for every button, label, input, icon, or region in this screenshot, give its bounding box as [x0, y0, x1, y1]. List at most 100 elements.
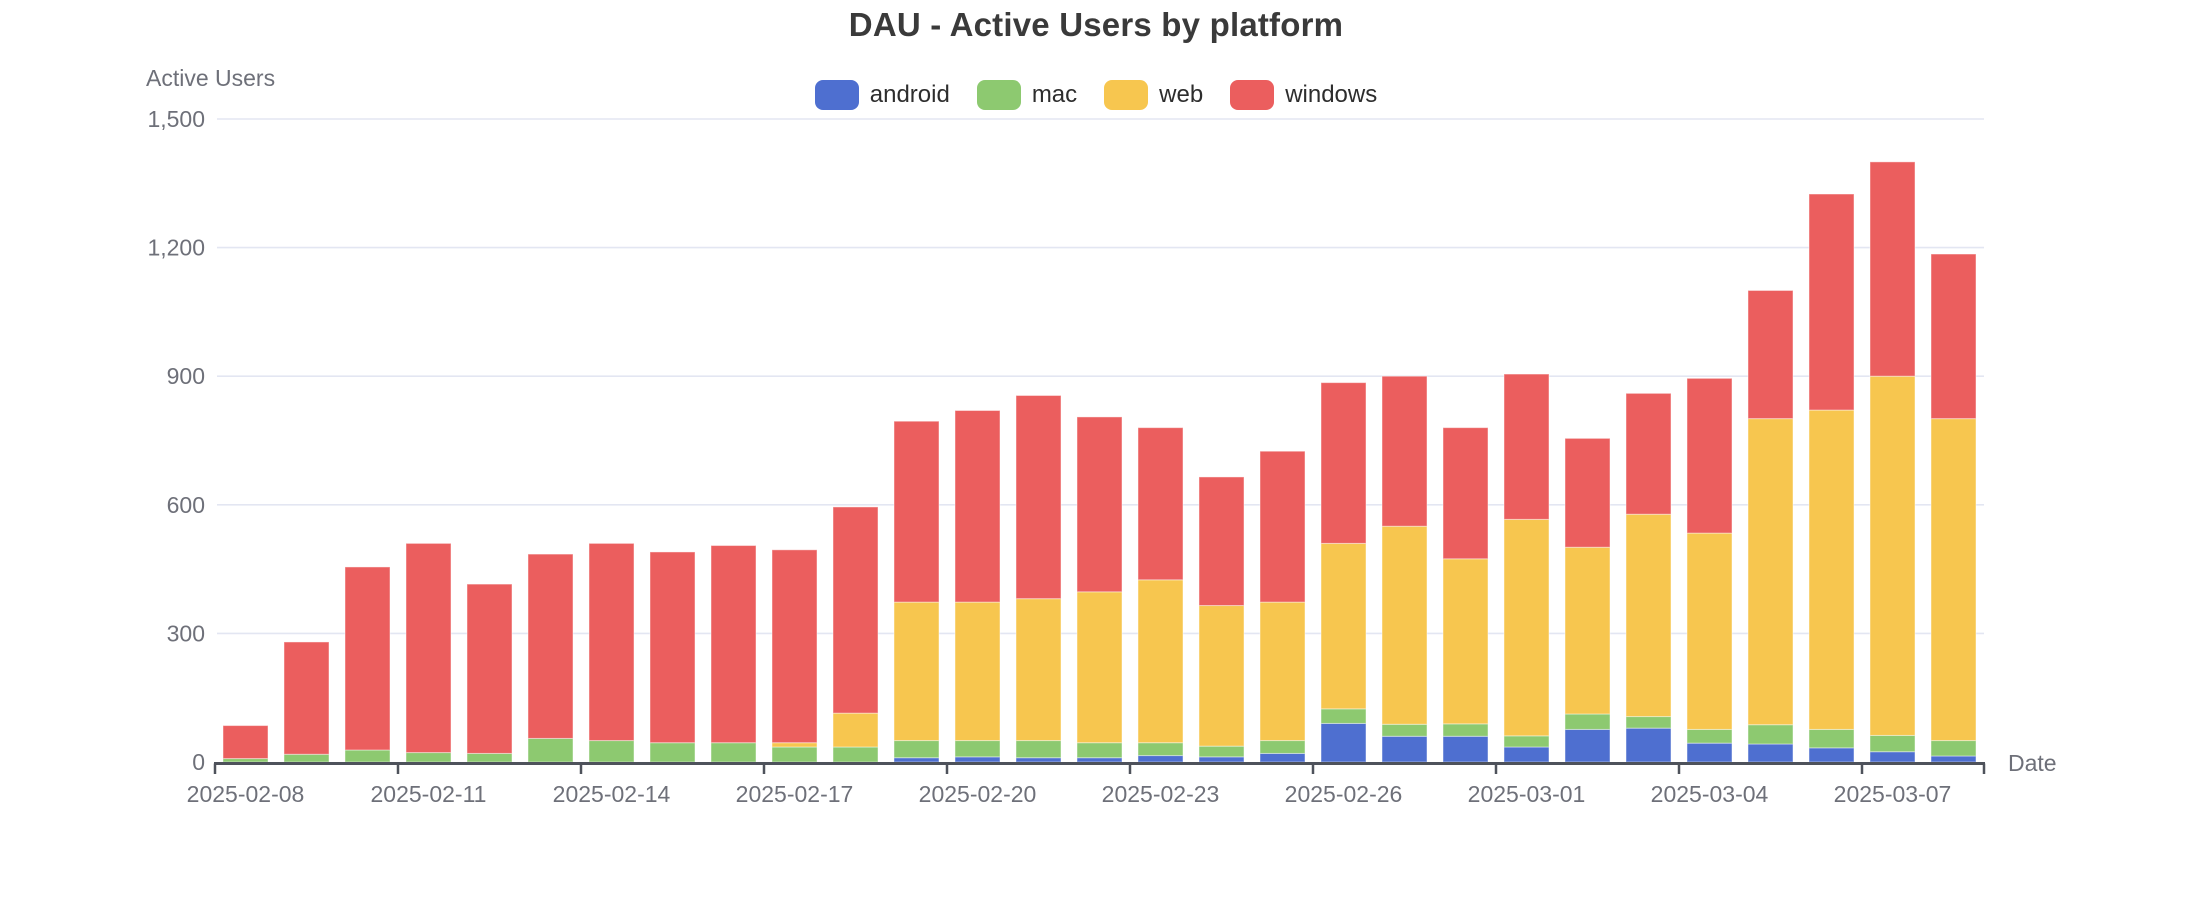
bar-segment-android-2025-03-04 [1686, 742, 1733, 763]
x-tick-label-2025-03-04: 2025-03-04 [1651, 781, 1769, 807]
bar-segment-windows-2025-02-08 [222, 725, 269, 760]
bar-segment-web-2025-02-17 [771, 742, 818, 748]
legend-swatch-mac [976, 80, 1021, 110]
bar-segment-windows-2025-02-10 [344, 566, 391, 751]
x-tick-label-2025-02-14: 2025-02-14 [553, 781, 671, 807]
bar-segment-mac-2025-03-06 [1808, 728, 1855, 749]
bar-segment-mac-2025-03-08 [1930, 740, 1977, 757]
x-axis-title: Date [2008, 750, 2057, 776]
bar-segment-android-2025-02-23 [1137, 755, 1184, 763]
bar-segment-mac-2025-02-20 [954, 740, 1001, 758]
bar-segment-android-2025-03-03 [1625, 727, 1672, 763]
bar-segment-mac-2025-02-27 [1381, 723, 1428, 737]
bar-segment-android-2025-03-05 [1747, 743, 1794, 763]
bar-segment-windows-2025-02-11 [405, 542, 452, 754]
y-tick-label-600: 600 [167, 492, 205, 518]
bar-segment-windows-2025-02-24 [1198, 476, 1245, 607]
bar-segment-android-2025-02-25 [1259, 752, 1306, 763]
bar-segment-windows-2025-03-08 [1930, 253, 1977, 420]
legend-item-mac[interactable]: mac [976, 80, 1078, 110]
bar-segment-android-2025-02-22 [1076, 757, 1123, 763]
bar-segment-android-2025-02-28 [1442, 735, 1489, 763]
x-tick-label-2025-03-01: 2025-03-01 [1468, 781, 1586, 807]
bar-segment-windows-2025-02-27 [1381, 375, 1428, 527]
y-tick-label-1,200: 1,200 [147, 235, 205, 261]
legend-swatch-windows [1230, 80, 1275, 110]
bar-segment-android-2025-03-07 [1869, 751, 1916, 763]
bar-segment-windows-2025-02-22 [1076, 416, 1123, 593]
bar-segment-web-2025-02-20 [954, 601, 1001, 742]
y-tick-label-300: 300 [167, 620, 205, 646]
bar-segment-windows-2025-03-07 [1869, 161, 1916, 377]
x-tick-label-2025-02-11: 2025-02-11 [371, 781, 487, 807]
legend-label-mac: mac [1031, 81, 1078, 108]
bar-segment-windows-2025-03-04 [1686, 377, 1733, 534]
bar-segment-mac-2025-02-14 [588, 740, 635, 763]
bar-segment-web-2025-03-04 [1686, 532, 1733, 730]
chart-title: DAU - Active Users by platform [848, 6, 1344, 43]
y-tick-label-900: 900 [167, 363, 205, 389]
y-axis-title: Active Users [146, 65, 275, 91]
bar-segment-web-2025-02-27 [1381, 525, 1428, 725]
bar-segment-web-2025-02-21 [1015, 598, 1062, 742]
bar-segment-android-2025-02-20 [954, 756, 1001, 763]
bar-segment-web-2025-03-01 [1503, 518, 1550, 737]
bar-segment-windows-2025-02-25 [1259, 450, 1306, 603]
x-tick-label-2025-02-23: 2025-02-23 [1102, 781, 1220, 807]
bar-segment-mac-2025-02-17 [771, 746, 818, 763]
bar-segment-windows-2025-02-15 [649, 551, 696, 744]
bar-segment-mac-2025-02-25 [1259, 740, 1306, 754]
bar-segment-android-2025-02-24 [1198, 756, 1245, 763]
bar-segment-mac-2025-02-10 [344, 749, 391, 763]
bar-segment-mac-2025-03-04 [1686, 728, 1733, 744]
bar-segment-windows-2025-02-21 [1015, 394, 1062, 600]
bar-segment-web-2025-02-25 [1259, 601, 1306, 742]
legend-item-windows[interactable]: windows [1230, 80, 1377, 110]
x-tick-label-2025-02-08: 2025-02-08 [187, 781, 305, 807]
bar-segment-mac-2025-03-05 [1747, 724, 1794, 745]
y-tick-label-0: 0 [192, 749, 205, 775]
legend-swatch-android [814, 80, 859, 110]
bar-segment-mac-2025-02-26 [1320, 708, 1367, 724]
bar-segment-android-2025-02-27 [1381, 735, 1428, 763]
bar-segment-web-2025-03-07 [1869, 375, 1916, 736]
bar-segment-web-2025-02-22 [1076, 591, 1123, 744]
bar-segment-web-2025-02-19 [893, 601, 940, 742]
bar-segment-web-2025-03-06 [1808, 409, 1855, 730]
bar-segment-android-2025-02-26 [1320, 722, 1367, 763]
bar-segment-windows-2025-02-17 [771, 549, 818, 744]
bar-segment-web-2025-03-08 [1930, 418, 1977, 742]
bar-segment-mac-2025-03-02 [1564, 713, 1611, 730]
bar-segment-windows-2025-02-09 [283, 641, 330, 755]
bar-segment-windows-2025-03-06 [1808, 193, 1855, 411]
bar-segment-android-2025-03-01 [1503, 746, 1550, 763]
bar-segment-windows-2025-02-18 [832, 506, 879, 714]
bar-segment-windows-2025-02-19 [893, 420, 940, 603]
bar-segment-windows-2025-02-28 [1442, 427, 1489, 560]
bar-segment-windows-2025-02-26 [1320, 382, 1367, 544]
bar-segment-mac-2025-02-22 [1076, 742, 1123, 759]
bar-segment-web-2025-02-18 [832, 712, 879, 748]
x-tick-label-2025-02-20: 2025-02-20 [919, 781, 1037, 807]
bar-segment-mac-2025-02-08 [222, 758, 269, 763]
legend-item-android[interactable]: android [814, 80, 950, 110]
legend-swatch-web [1104, 80, 1149, 110]
bar-segment-windows-2025-02-12 [466, 583, 513, 754]
bar-segment-android-2025-03-02 [1564, 728, 1611, 763]
bar-segment-mac-2025-02-19 [893, 740, 940, 759]
bar-segment-mac-2025-02-24 [1198, 745, 1245, 758]
bar-segment-windows-2025-03-01 [1503, 373, 1550, 520]
bar-segment-windows-2025-03-03 [1625, 392, 1672, 515]
bar-segment-mac-2025-02-12 [466, 752, 513, 763]
bar-segment-windows-2025-02-20 [954, 409, 1001, 603]
bar-segment-mac-2025-02-15 [649, 742, 696, 763]
x-tick-label-2025-02-26: 2025-02-26 [1285, 781, 1403, 807]
bar-segment-web-2025-02-24 [1198, 605, 1245, 747]
bar-segment-mac-2025-02-16 [710, 742, 757, 763]
legend-item-web[interactable]: web [1104, 80, 1203, 110]
bar-segment-web-2025-03-03 [1625, 513, 1672, 718]
bar-segment-mac-2025-03-03 [1625, 716, 1672, 729]
bar-segment-mac-2025-02-18 [832, 746, 879, 763]
